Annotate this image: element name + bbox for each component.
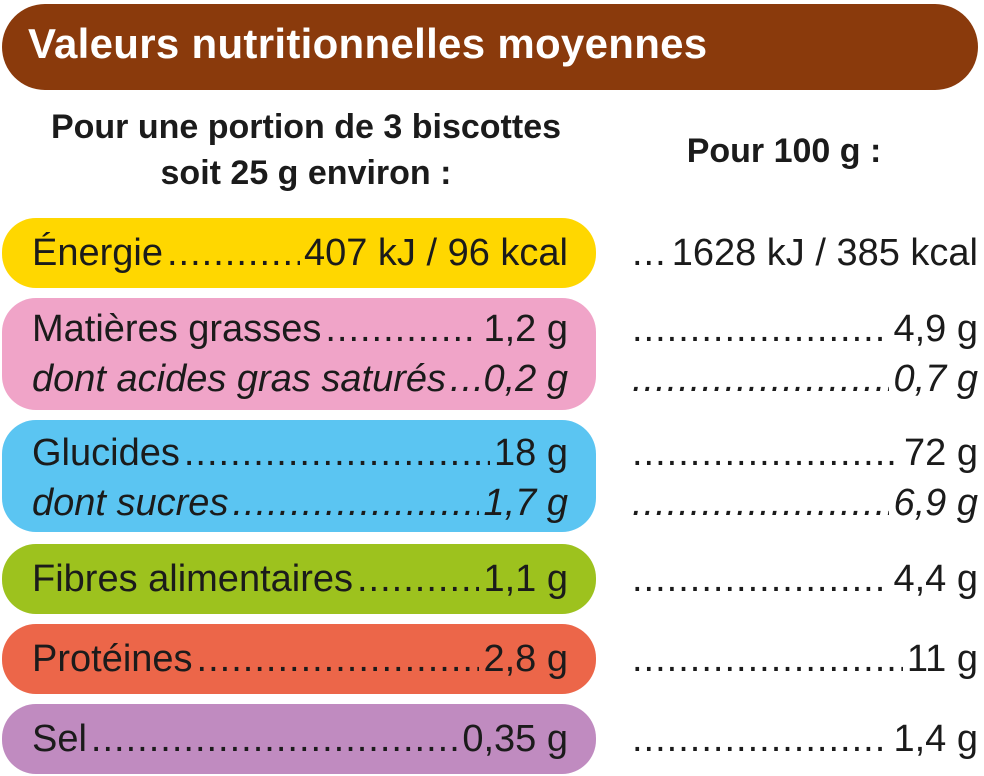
leader-dots — [632, 480, 889, 526]
leader-dots — [632, 430, 900, 476]
energie-portion-value: 407 kJ / 96 kcal — [303, 232, 568, 274]
portion-header: Pour une portion de 3 biscottes soit 25 … — [0, 104, 612, 196]
sucres-portion-value: 1,7 g — [483, 482, 568, 524]
proteines-per100-value: 11 g — [906, 638, 978, 680]
portion-header-line2: soit 25 g environ : — [160, 154, 452, 192]
sucres-per100-value: 6,9 g — [893, 482, 978, 524]
matieres-grasses-pill — [2, 298, 596, 410]
leader-dots — [632, 716, 889, 762]
fibres-per100-value: 4,4 g — [893, 558, 978, 600]
sucres-label: dont sucres — [32, 482, 229, 524]
energie-per100-value: 1628 kJ / 385 kcal — [671, 232, 978, 274]
sel-label: Sel — [32, 718, 87, 760]
leader-dots — [632, 230, 668, 276]
leader-dots — [450, 356, 479, 402]
leader-dots — [184, 430, 490, 476]
portion-header-line1: Pour une portion de 3 biscottes — [50, 108, 562, 146]
leader-dots — [232, 480, 479, 526]
proteines-label: Protéines — [32, 638, 193, 680]
table-title: Valeurs nutritionnelles moyennes — [28, 20, 708, 67]
leader-dots — [91, 716, 458, 762]
sel-portion-value: 0,35 g — [462, 718, 568, 760]
fibres-label: Fibres alimentaires — [32, 558, 353, 600]
leader-dots — [325, 306, 479, 352]
fibres-pill — [2, 544, 596, 614]
proteines-portion-value: 2,8 g — [483, 638, 568, 680]
glucides-label: Glucides — [32, 432, 180, 474]
matieres-grasses-per100-value: 4,9 g — [893, 308, 978, 350]
satures-portion-value: 0,2 g — [483, 358, 568, 400]
satures-label: dont acides gras saturés — [32, 358, 447, 400]
energie-label: Énergie — [32, 232, 163, 274]
leader-dots — [632, 356, 889, 402]
fibres-portion-value: 1,1 g — [483, 558, 568, 600]
per100-header: Pour 100 g : — [686, 132, 882, 170]
glucides-portion-value: 18 g — [494, 432, 568, 474]
leader-dots — [632, 306, 889, 352]
matieres-grasses-portion-value: 1,2 g — [483, 308, 568, 350]
glucides-per100-value: 72 g — [904, 432, 978, 474]
leader-dots — [632, 636, 903, 682]
leader-dots — [632, 556, 889, 602]
leader-dots — [197, 636, 480, 682]
sel-per100-value: 1,4 g — [893, 718, 978, 760]
matieres-grasses-label: Matières grasses — [32, 308, 322, 350]
title-banner: Valeurs nutritionnelles moyennes — [2, 4, 978, 90]
satures-per100-value: 0,7 g — [893, 358, 978, 400]
leader-dots — [357, 556, 479, 602]
leader-dots — [167, 230, 300, 276]
